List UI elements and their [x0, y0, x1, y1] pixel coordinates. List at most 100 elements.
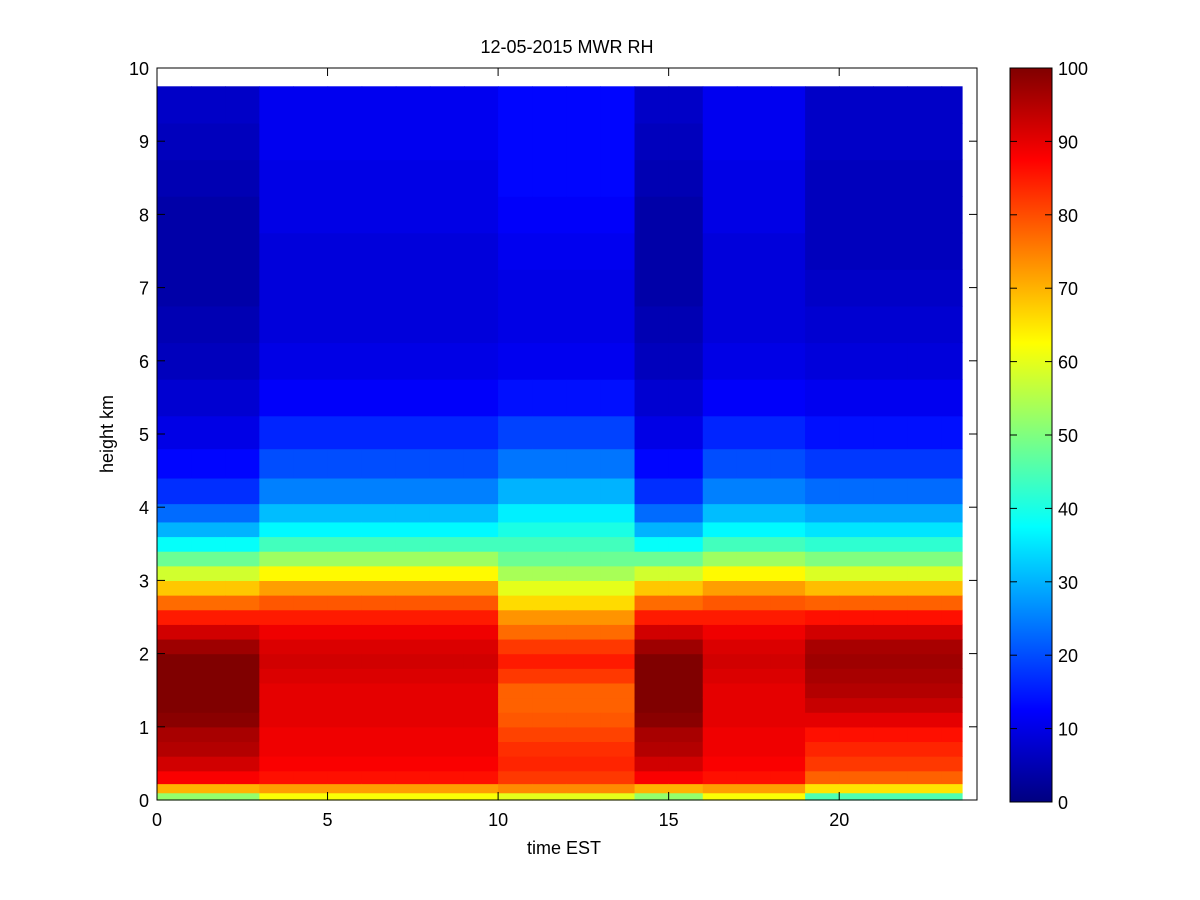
heatmap-cell	[736, 232, 772, 270]
heatmap-cell	[225, 536, 260, 552]
heatmap-cell	[361, 159, 397, 197]
heatmap-cell	[634, 305, 670, 344]
heatmap-cell	[191, 379, 226, 417]
heatmap-cell	[941, 565, 963, 581]
heatmap-cell	[157, 159, 192, 197]
heatmap-cell	[532, 756, 567, 772]
heatmap-cell	[600, 624, 636, 640]
heatmap-cell	[395, 712, 431, 728]
heatmap-cell	[873, 741, 909, 757]
heatmap-cell	[463, 770, 499, 785]
y-tick-label: 6	[139, 352, 149, 372]
heatmap-cell	[259, 342, 295, 380]
heatmap-cell	[805, 726, 840, 743]
heatmap-cell	[805, 609, 840, 625]
heatmap-cell	[191, 551, 226, 567]
heatmap-cell	[941, 668, 963, 684]
heatmap-cell	[225, 379, 260, 417]
heatmap-cell	[941, 756, 963, 772]
heatmap-cell	[600, 580, 636, 596]
heatmap-cell	[566, 551, 602, 567]
heatmap-cell	[839, 580, 874, 596]
heatmap-cell	[941, 741, 963, 757]
heatmap-cell	[327, 595, 363, 611]
heatmap-cell	[429, 682, 465, 699]
heatmap-cell	[600, 232, 636, 270]
heatmap-cell	[566, 503, 602, 523]
heatmap-cell	[498, 536, 533, 552]
heatmap-cell	[941, 477, 963, 505]
heatmap-cell	[463, 477, 499, 505]
heatmap-cell	[668, 122, 704, 161]
heatmap-cell	[157, 477, 192, 505]
heatmap-cell	[361, 638, 397, 655]
heatmap-cell	[634, 668, 670, 684]
heatmap-cell	[873, 477, 909, 505]
heatmap-cell	[634, 379, 670, 417]
heatmap-cell	[668, 668, 704, 684]
heatmap-cell	[702, 638, 738, 655]
heatmap-cell	[259, 668, 295, 684]
heatmap-cell	[736, 536, 772, 552]
heatmap-cell	[770, 521, 806, 538]
heatmap-cell	[566, 269, 602, 307]
heatmap-cell	[839, 159, 874, 197]
heatmap-cell	[259, 86, 295, 124]
heatmap-cell	[498, 305, 533, 344]
heatmap-cell	[736, 415, 772, 450]
heatmap-cell	[702, 783, 738, 794]
heatmap-cell	[805, 682, 840, 699]
heatmap-cell	[873, 638, 909, 655]
heatmap-cell	[839, 379, 874, 417]
heatmap-cell	[941, 159, 963, 197]
heatmap-cell	[191, 269, 226, 307]
heatmap-cell	[498, 342, 533, 380]
heatmap-cell	[532, 342, 567, 380]
heatmap-cell	[395, 305, 431, 344]
heatmap-cell	[498, 756, 533, 772]
heatmap-cell	[736, 792, 772, 801]
heatmap-cell	[429, 712, 465, 728]
y-tick-label: 10	[129, 59, 149, 79]
heatmap-cell	[157, 712, 192, 728]
heatmap-cell	[566, 726, 602, 743]
heatmap-cell	[941, 232, 963, 270]
heatmap-cell	[191, 503, 226, 523]
heatmap-cell	[907, 580, 943, 596]
heatmap-cell	[873, 379, 909, 417]
heatmap-cell	[259, 624, 295, 640]
heatmap-cell	[634, 609, 670, 625]
heatmap-cell	[839, 783, 874, 794]
heatmap-cell	[429, 668, 465, 684]
heatmap-cell	[873, 448, 909, 479]
heatmap-cell	[770, 379, 806, 417]
heatmap-cell	[634, 477, 670, 505]
heatmap-cell	[463, 565, 499, 581]
heatmap-cell	[566, 122, 602, 161]
heatmap-cell	[736, 269, 772, 307]
heatmap-cell	[634, 682, 670, 699]
heatmap-cell	[429, 792, 465, 801]
heatmap-cell	[327, 653, 363, 669]
heatmap-cell	[566, 305, 602, 344]
x-axis-ticks: 0 5 10 15 20	[152, 68, 849, 830]
heatmap-cell	[463, 415, 499, 450]
heatmap-cell	[873, 726, 909, 743]
heatmap-cell	[191, 342, 226, 380]
heatmap-cell	[429, 565, 465, 581]
heatmap-cell	[873, 595, 909, 611]
heatmap-cell	[191, 536, 226, 552]
heatmap-cell	[293, 770, 329, 785]
heatmap-cell	[225, 448, 260, 479]
heatmap-cell	[770, 595, 806, 611]
heatmap-cell	[327, 741, 363, 757]
heatmap-cell	[873, 792, 909, 801]
heatmap-cell	[873, 521, 909, 538]
heatmap-cell	[907, 342, 943, 380]
heatmap-cell	[191, 86, 226, 124]
heatmap-cell	[327, 770, 363, 785]
heatmap-cell	[259, 305, 295, 344]
heatmap-cell	[668, 741, 704, 757]
heatmap-cell	[770, 269, 806, 307]
